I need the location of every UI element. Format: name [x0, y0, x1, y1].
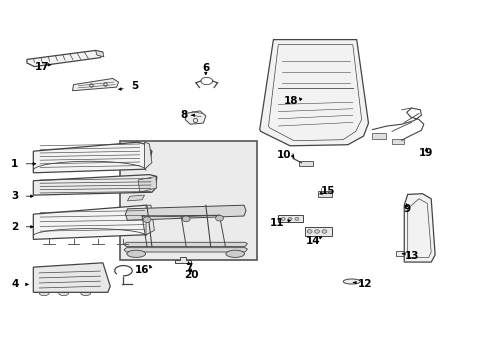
Bar: [305, 227, 332, 236]
Text: 8: 8: [180, 110, 187, 120]
Text: 20: 20: [184, 270, 198, 280]
Bar: [396, 251, 407, 256]
Bar: [318, 191, 332, 197]
Ellipse shape: [39, 291, 49, 296]
Text: 4: 4: [11, 279, 19, 289]
Text: 1: 1: [11, 159, 18, 169]
Circle shape: [322, 230, 327, 233]
Polygon shape: [33, 263, 110, 292]
Text: 6: 6: [202, 63, 209, 73]
Text: 15: 15: [321, 186, 336, 196]
Circle shape: [307, 230, 312, 233]
Circle shape: [143, 217, 151, 222]
Bar: [278, 215, 303, 222]
Ellipse shape: [59, 291, 69, 296]
Polygon shape: [404, 194, 435, 262]
Text: 19: 19: [419, 148, 434, 158]
Circle shape: [216, 215, 223, 221]
Circle shape: [281, 217, 285, 220]
Polygon shape: [124, 242, 247, 247]
Polygon shape: [73, 78, 119, 91]
Text: 9: 9: [403, 204, 410, 214]
Text: 13: 13: [404, 251, 419, 261]
Text: 5: 5: [131, 81, 138, 91]
Bar: [120, 141, 257, 260]
Text: 14: 14: [306, 236, 321, 246]
Bar: [411, 231, 428, 238]
Text: 16: 16: [135, 265, 149, 275]
Circle shape: [182, 216, 190, 222]
Bar: [299, 161, 313, 166]
Polygon shape: [260, 40, 368, 146]
Text: 11: 11: [270, 218, 284, 228]
Polygon shape: [27, 50, 103, 67]
Polygon shape: [127, 195, 145, 201]
Polygon shape: [125, 205, 246, 220]
Ellipse shape: [81, 291, 91, 296]
Polygon shape: [138, 176, 157, 192]
Ellipse shape: [343, 279, 361, 284]
Text: 10: 10: [277, 150, 292, 160]
Circle shape: [288, 217, 292, 220]
Ellipse shape: [127, 250, 146, 257]
Bar: [372, 133, 386, 139]
Text: 3: 3: [11, 191, 18, 201]
Text: 7: 7: [185, 263, 193, 273]
Text: 12: 12: [358, 279, 372, 289]
Circle shape: [295, 217, 299, 220]
Text: 17: 17: [34, 62, 49, 72]
Polygon shape: [33, 142, 152, 173]
Bar: [392, 139, 404, 144]
Ellipse shape: [226, 250, 245, 257]
Polygon shape: [175, 257, 191, 263]
Circle shape: [315, 230, 319, 233]
Polygon shape: [185, 111, 206, 124]
Polygon shape: [146, 205, 154, 235]
Text: 18: 18: [284, 96, 299, 106]
Polygon shape: [145, 142, 152, 169]
Polygon shape: [33, 175, 157, 195]
Polygon shape: [96, 50, 104, 57]
Polygon shape: [33, 205, 154, 239]
Text: 2: 2: [11, 222, 18, 232]
Polygon shape: [124, 248, 247, 252]
